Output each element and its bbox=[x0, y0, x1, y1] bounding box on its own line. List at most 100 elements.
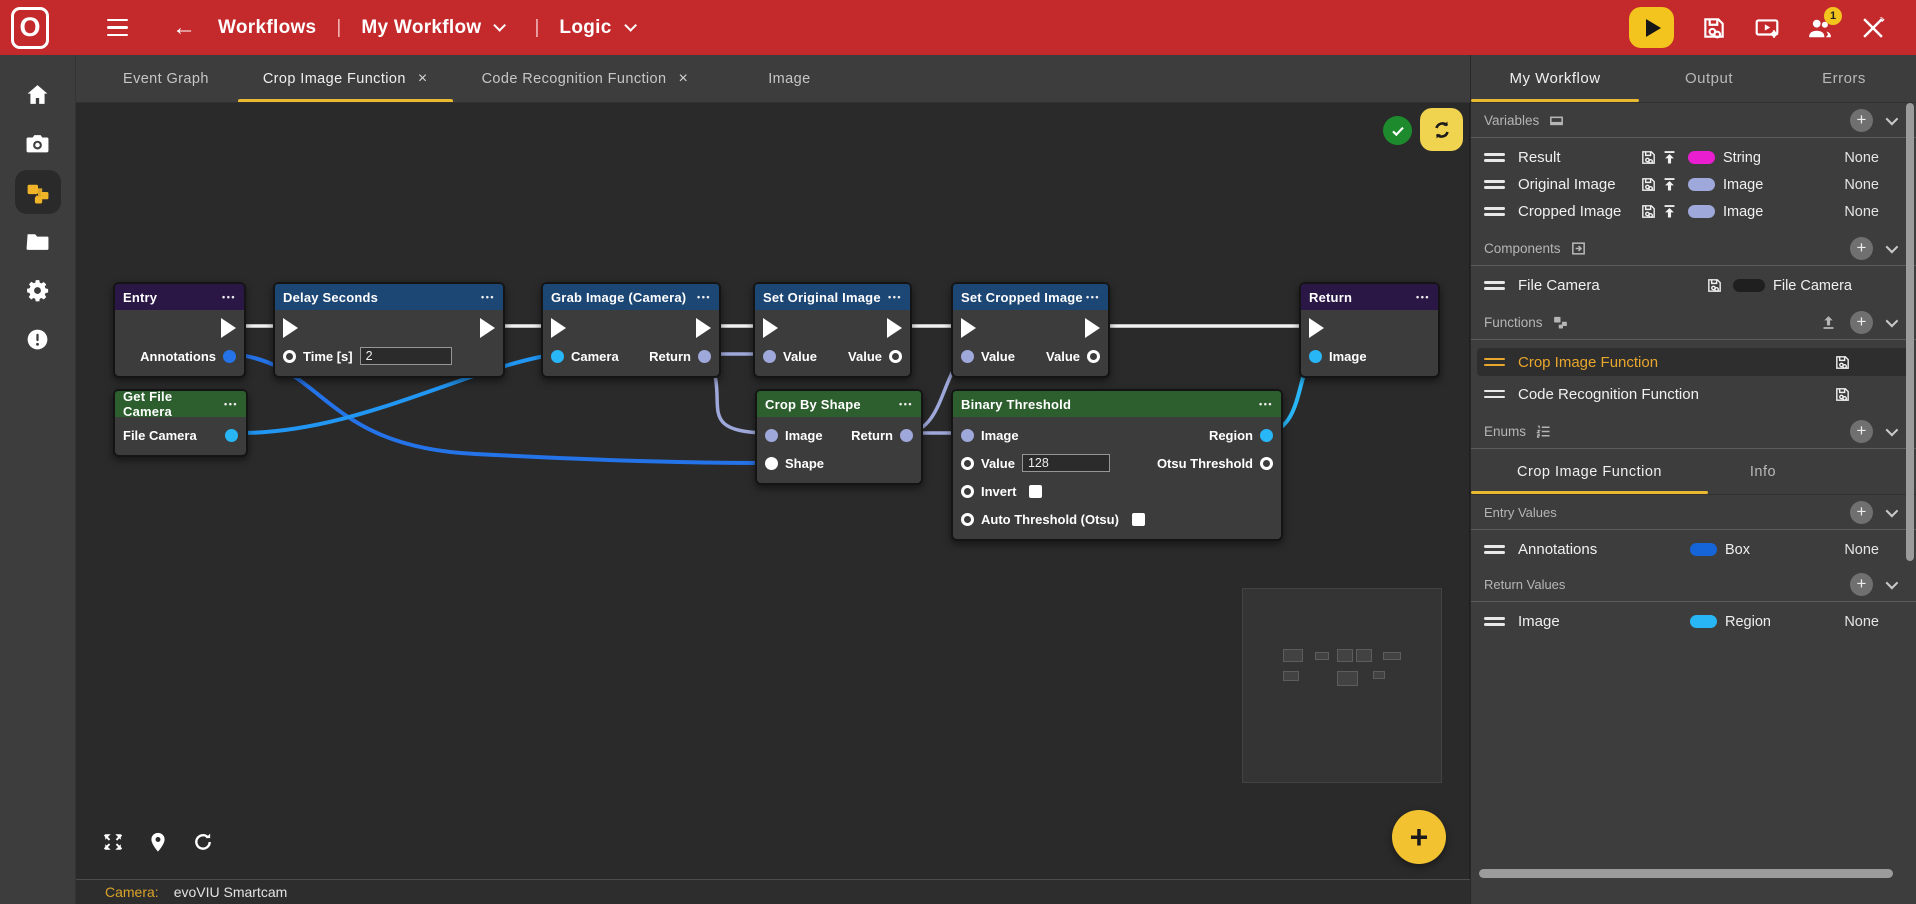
tab-event-graph[interactable]: Event Graph bbox=[96, 55, 236, 102]
import-icon[interactable] bbox=[1820, 314, 1837, 331]
refresh-icon[interactable] bbox=[192, 831, 214, 853]
save-link-icon[interactable] bbox=[1834, 386, 1851, 403]
drag-handle[interactable] bbox=[1484, 617, 1505, 626]
sidebar-item-workflows[interactable] bbox=[14, 170, 61, 214]
node-menu-icon[interactable]: ••• bbox=[222, 292, 236, 302]
sidebar-item-files[interactable] bbox=[15, 219, 61, 263]
otsu-out-pin[interactable] bbox=[1260, 456, 1273, 470]
chevron-down-icon[interactable] bbox=[1885, 112, 1899, 125]
chevron-down-icon[interactable] bbox=[1885, 240, 1899, 253]
value-in-pin[interactable] bbox=[961, 349, 974, 363]
chevron-down-icon[interactable] bbox=[623, 19, 637, 32]
value-in-pin[interactable] bbox=[763, 349, 776, 363]
camera-in-pin[interactable] bbox=[551, 349, 564, 363]
annotations-out-pin[interactable] bbox=[223, 349, 236, 363]
workflow-name-dropdown[interactable]: My Workflow bbox=[361, 16, 482, 38]
node-delay-seconds[interactable]: Delay Seconds ••• Time [s] bbox=[273, 282, 505, 378]
tab-output[interactable]: Output bbox=[1684, 70, 1734, 87]
node-return[interactable]: Return ••• Image bbox=[1299, 282, 1440, 378]
add-return-value-button[interactable]: + bbox=[1850, 572, 1873, 596]
node-menu-icon[interactable]: ••• bbox=[1086, 292, 1100, 302]
node-entry[interactable]: Entry ••• Annotations bbox=[113, 282, 246, 378]
node-graph-canvas[interactable]: Entry ••• Annotations Delay Seconds ••• Ti… bbox=[76, 103, 1470, 879]
tab-errors[interactable]: Errors bbox=[1822, 70, 1866, 87]
value-out-pin[interactable] bbox=[1087, 349, 1100, 363]
upload-icon[interactable] bbox=[1661, 176, 1678, 193]
component-row-file-camera[interactable]: File Camera File Camera bbox=[1471, 272, 1916, 299]
chevron-down-icon[interactable] bbox=[1885, 576, 1899, 589]
threshold-value-input[interactable] bbox=[1021, 454, 1110, 472]
image-in-pin[interactable] bbox=[765, 428, 778, 442]
value-in-pin[interactable] bbox=[961, 456, 974, 470]
node-menu-icon[interactable]: ••• bbox=[697, 292, 711, 302]
save-link-icon[interactable] bbox=[1834, 354, 1851, 371]
exec-out-pin[interactable] bbox=[1085, 318, 1100, 338]
tab-my-workflow[interactable]: My Workflow bbox=[1509, 70, 1601, 87]
drag-handle[interactable] bbox=[1484, 207, 1505, 216]
node-crop-by-shape[interactable]: Crop By Shape ••• Image Return Shape bbox=[755, 389, 923, 485]
exec-out-pin[interactable] bbox=[696, 318, 711, 338]
time-in-pin[interactable] bbox=[283, 349, 296, 363]
return-out-pin[interactable] bbox=[698, 349, 711, 363]
upload-icon[interactable] bbox=[1661, 149, 1678, 166]
shape-in-pin[interactable] bbox=[765, 456, 778, 470]
return-value-row-image[interactable]: Image Region None bbox=[1471, 608, 1916, 635]
exec-in-pin[interactable] bbox=[551, 318, 566, 338]
add-function-button[interactable]: + bbox=[1850, 310, 1873, 334]
save-link-icon[interactable] bbox=[1640, 149, 1657, 166]
exec-out-pin[interactable] bbox=[480, 318, 495, 338]
node-binary-threshold[interactable]: Binary Threshold ••• Image Region Value Ots… bbox=[951, 389, 1283, 541]
variable-row-result[interactable]: Result String None bbox=[1471, 144, 1916, 171]
image-in-pin[interactable] bbox=[1309, 349, 1322, 363]
chevron-down-icon[interactable] bbox=[1885, 504, 1899, 517]
node-menu-icon[interactable]: ••• bbox=[481, 292, 495, 302]
exec-out-pin[interactable] bbox=[887, 318, 902, 338]
tab-crop-image-function[interactable]: Crop Image Function × bbox=[236, 55, 455, 102]
save-link-icon[interactable] bbox=[1701, 15, 1727, 41]
auto-threshold-checkbox[interactable] bbox=[1131, 512, 1145, 526]
close-icon[interactable]: × bbox=[417, 69, 428, 87]
node-menu-icon[interactable]: ••• bbox=[224, 399, 238, 409]
node-get-file-camera[interactable]: Get File Camera ••• File Camera bbox=[113, 389, 248, 457]
breadcrumb-workflows[interactable]: Workflows bbox=[218, 16, 317, 38]
users-icon[interactable]: 1 bbox=[1807, 6, 1842, 41]
sync-button[interactable] bbox=[1420, 108, 1463, 151]
return-out-pin[interactable] bbox=[900, 428, 913, 442]
save-link-icon[interactable] bbox=[1640, 203, 1657, 220]
function-row-crop-image[interactable]: Crop Image Function bbox=[1477, 348, 1910, 376]
variable-row-cropped-image[interactable]: Cropped Image Image None bbox=[1471, 198, 1916, 225]
add-node-button[interactable]: + bbox=[1392, 810, 1446, 864]
horizontal-scrollbar[interactable] bbox=[1479, 869, 1893, 878]
node-set-cropped-image[interactable]: Set Cropped Image ••• Value Value bbox=[951, 282, 1110, 378]
exec-out-pin[interactable] bbox=[221, 318, 236, 338]
invert-checkbox[interactable] bbox=[1029, 484, 1043, 498]
region-out-pin[interactable] bbox=[1260, 428, 1273, 442]
vertical-scrollbar[interactable] bbox=[1906, 103, 1914, 561]
run-workflow-button[interactable] bbox=[1629, 7, 1674, 48]
drag-handle[interactable] bbox=[1484, 389, 1505, 399]
location-pin-icon[interactable] bbox=[147, 831, 169, 853]
tab-code-recognition-function[interactable]: Code Recognition Function × bbox=[455, 55, 716, 102]
chevron-down-icon[interactable] bbox=[1885, 314, 1899, 327]
image-in-pin[interactable] bbox=[961, 428, 974, 442]
chevron-down-icon[interactable] bbox=[493, 19, 507, 32]
upload-icon[interactable] bbox=[1661, 203, 1678, 220]
entry-value-row-annotations[interactable]: Annotations Box None bbox=[1471, 536, 1916, 563]
variable-row-original-image[interactable]: Original Image Image None bbox=[1471, 171, 1916, 198]
tab-function-info[interactable]: Info bbox=[1749, 463, 1777, 480]
exec-in-pin[interactable] bbox=[961, 318, 976, 338]
sidebar-item-settings[interactable] bbox=[15, 268, 61, 312]
time-input[interactable] bbox=[359, 347, 452, 365]
save-link-icon[interactable] bbox=[1640, 176, 1657, 193]
menu-icon[interactable] bbox=[107, 18, 128, 37]
drag-handle[interactable] bbox=[1484, 357, 1505, 367]
drag-handle[interactable] bbox=[1484, 153, 1505, 162]
chevron-down-icon[interactable] bbox=[1885, 423, 1899, 436]
node-set-original-image[interactable]: Set Original Image ••• Value Value bbox=[753, 282, 912, 378]
drag-handle[interactable] bbox=[1484, 281, 1505, 290]
node-menu-icon[interactable]: ••• bbox=[1416, 292, 1430, 302]
sidebar-item-camera[interactable] bbox=[15, 121, 61, 165]
sidebar-item-alerts[interactable] bbox=[15, 317, 61, 361]
node-grab-image[interactable]: Grab Image (Camera) ••• Camera Return bbox=[541, 282, 721, 378]
add-component-button[interactable]: + bbox=[1850, 236, 1873, 260]
